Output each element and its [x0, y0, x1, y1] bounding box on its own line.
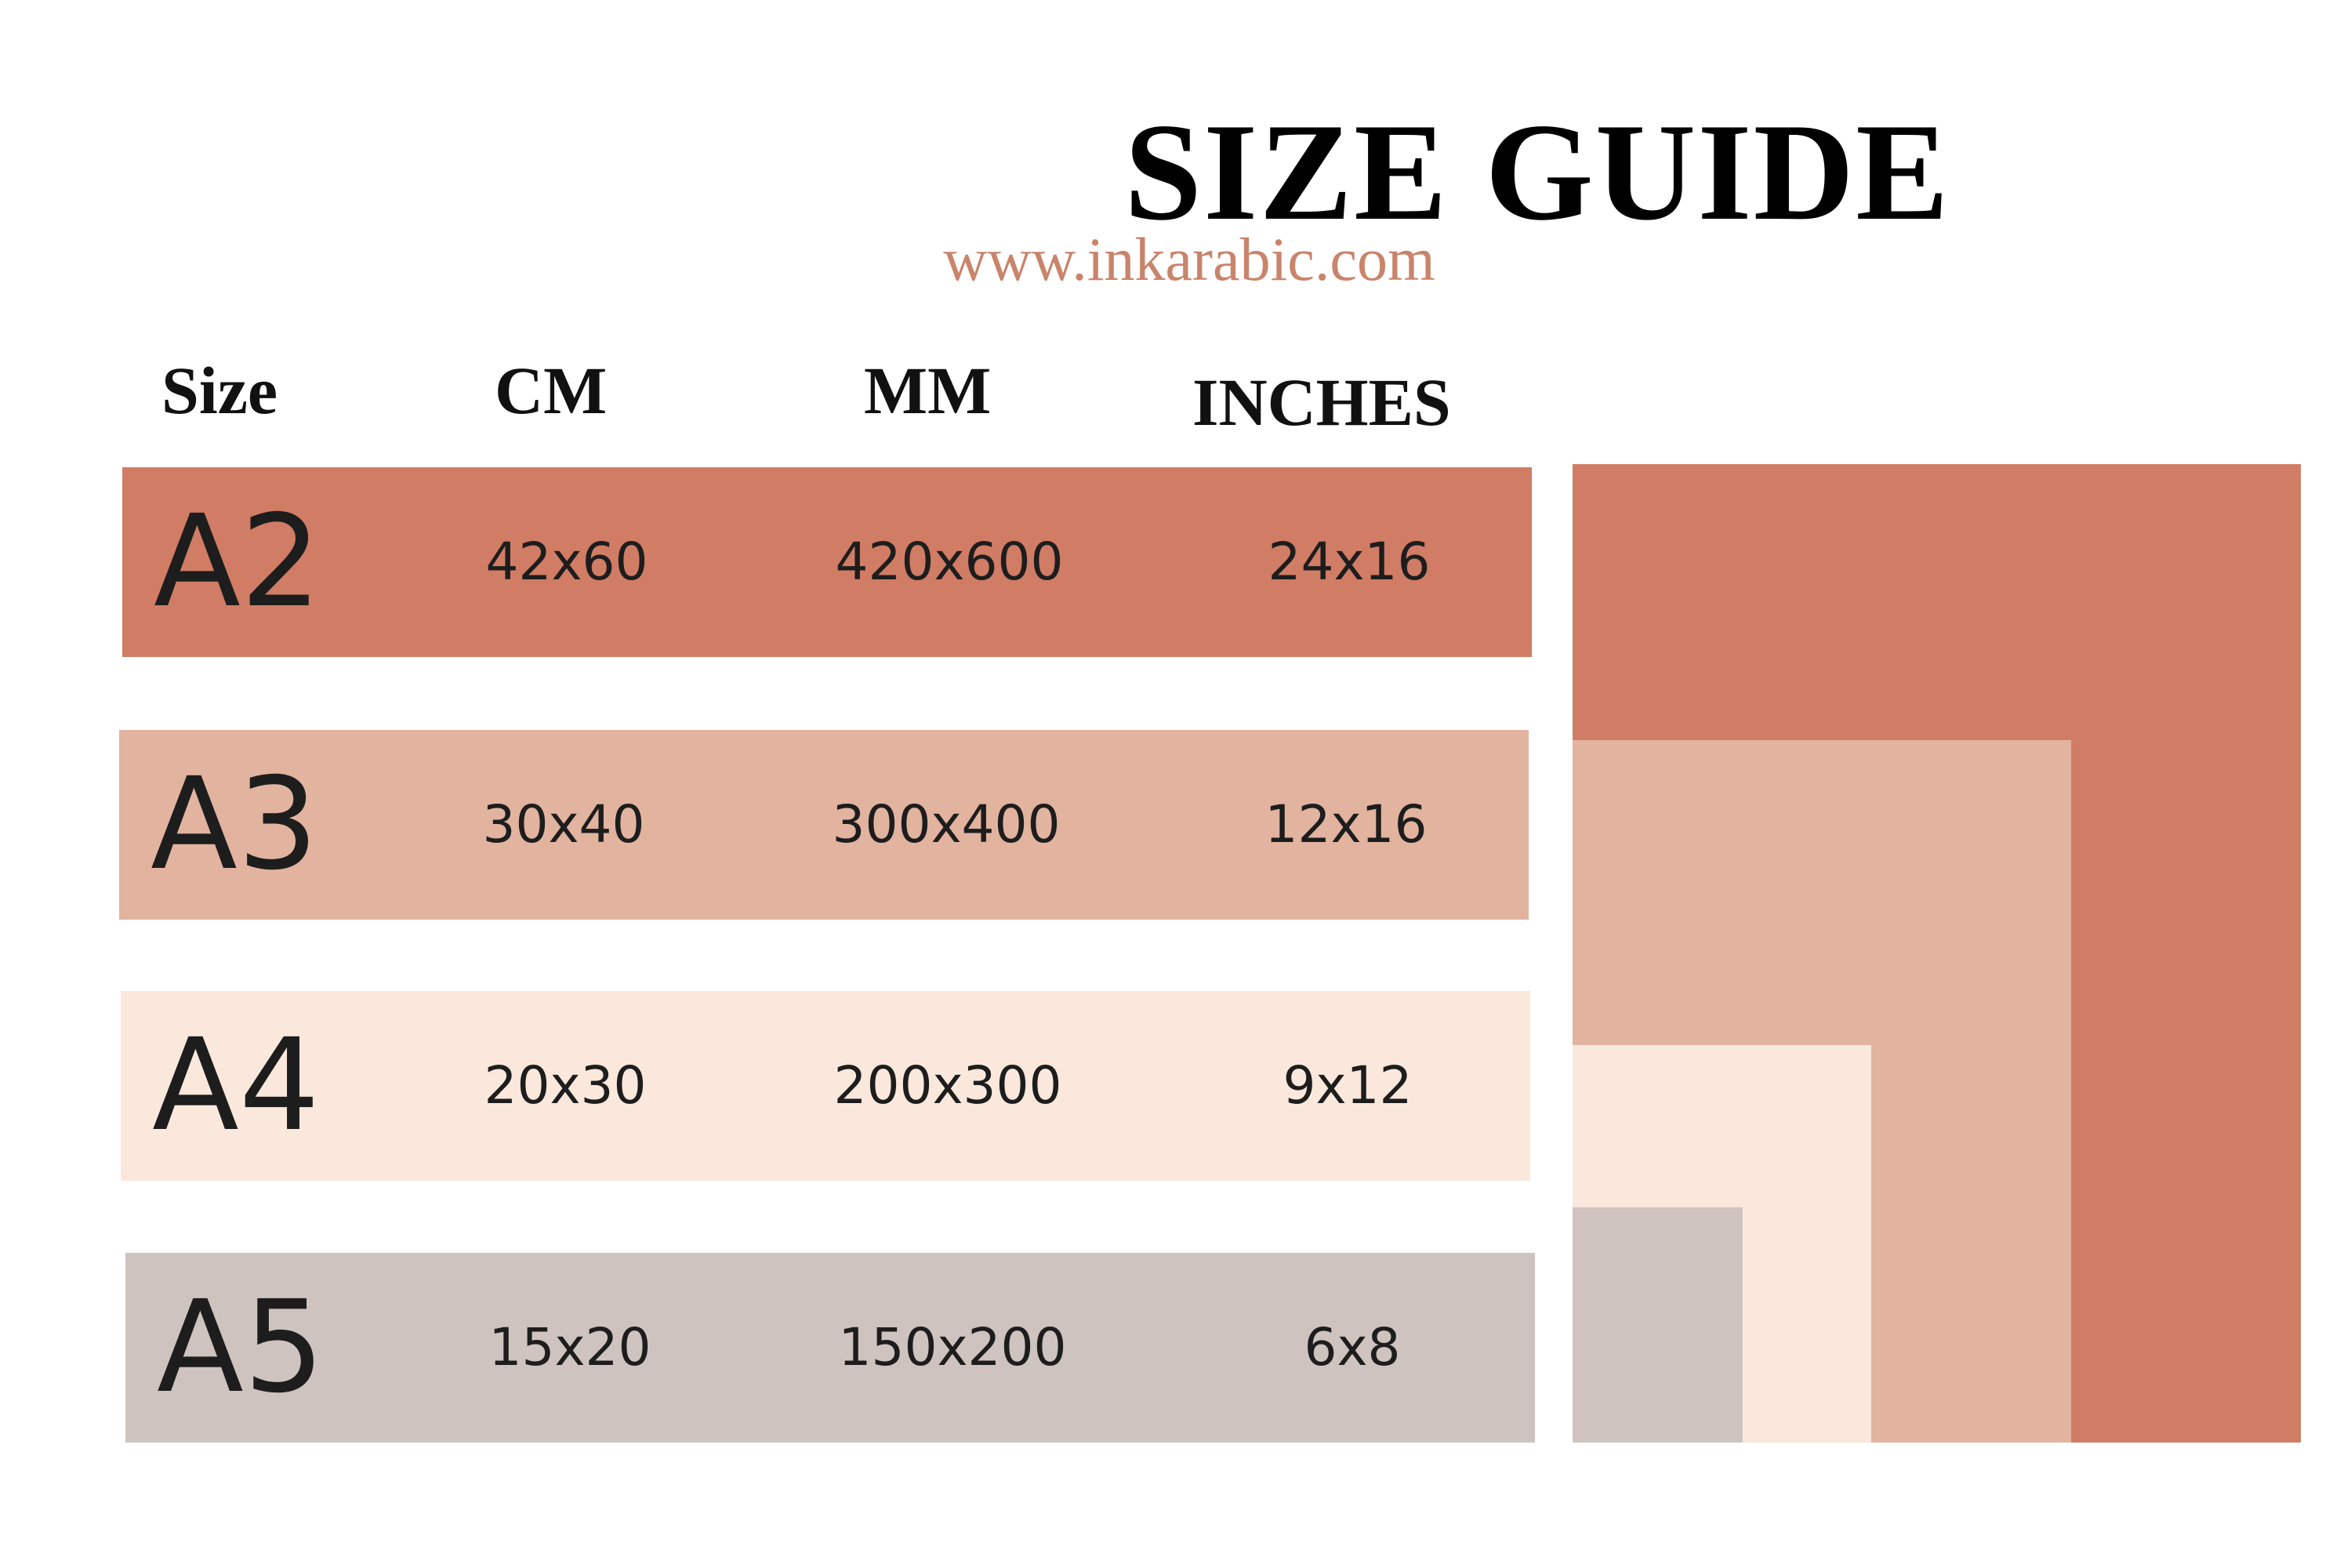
mm-value: 200x300 [833, 1055, 1062, 1116]
size-row-a4: A4 20x30 200x300 9x12 [121, 991, 1530, 1181]
size-row-a5: A5 15x20 150x200 6x8 [125, 1253, 1535, 1443]
size-label: A2 [154, 488, 321, 636]
cm-value: 42x60 [485, 532, 648, 592]
size-label: A4 [152, 1012, 320, 1160]
cm-value: 30x40 [482, 794, 645, 855]
inches-value: 24x16 [1268, 532, 1431, 592]
header-inches: INCHES [1192, 365, 1451, 440]
header-mm: MM [864, 353, 992, 428]
website-link: www.inkarabic.com [943, 225, 1435, 293]
size-row-a2: A2 42x60 420x600 24x16 [122, 467, 1532, 657]
mm-value: 420x600 [835, 532, 1064, 592]
size-label: A3 [151, 751, 318, 898]
inches-value: 12x16 [1264, 794, 1428, 855]
mm-value: 150x200 [838, 1317, 1067, 1377]
inches-value: 9x12 [1283, 1055, 1413, 1116]
mm-value: 300x400 [832, 794, 1061, 855]
header-cm: CM [495, 353, 608, 428]
cm-value: 15x20 [488, 1317, 651, 1377]
cm-value: 20x30 [484, 1055, 647, 1116]
header-size: Size [161, 353, 278, 428]
size-visual-a5 [1573, 1207, 1743, 1443]
inches-value: 6x8 [1304, 1317, 1401, 1377]
size-row-a3: A3 30x40 300x400 12x16 [119, 730, 1529, 920]
page-title: SIZE GUIDE [1124, 94, 1950, 249]
size-label: A5 [157, 1274, 325, 1421]
